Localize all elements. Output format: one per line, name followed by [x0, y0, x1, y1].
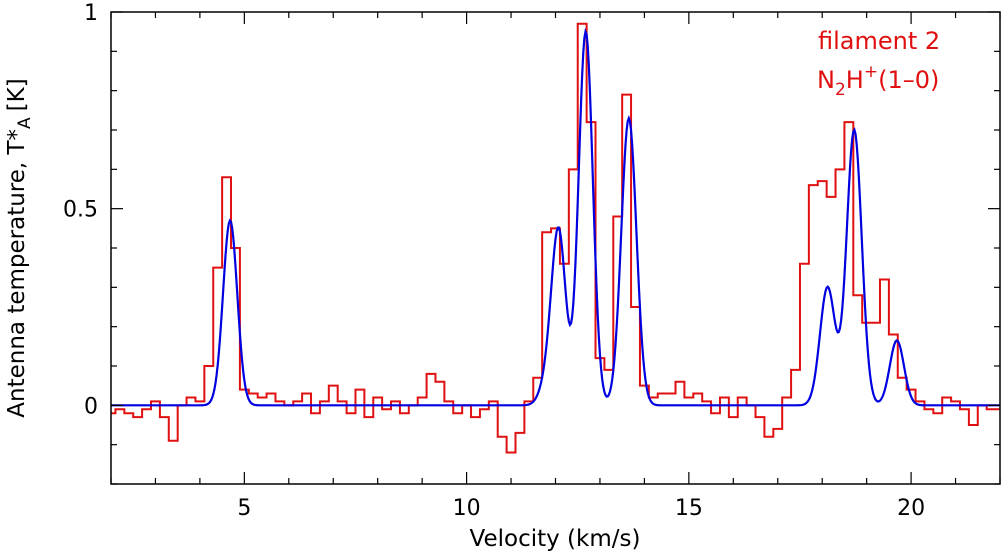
legend-mol-subscript: 2: [835, 80, 846, 100]
legend-title: filament 2: [818, 27, 940, 55]
legend-mol-h: H: [846, 66, 864, 94]
fit-curve-line: [111, 27, 1000, 407]
x-tick-label: 15: [675, 496, 703, 521]
y-axis-label: Antenna temperature, T*A [K]: [4, 78, 35, 417]
legend: filament 2 N2H+(1–0): [817, 27, 940, 100]
legend-mol-superscript: +: [864, 62, 878, 82]
observed-spectrum-line: [111, 22, 1000, 454]
x-tick-label: 20: [897, 496, 925, 521]
y-tick-label: 1: [84, 1, 98, 26]
x-axis-label: Velocity (km/s): [470, 526, 641, 552]
x-tick-label: 10: [453, 496, 481, 521]
y-axis-label-unit: [K]: [4, 78, 30, 111]
y-tick-label: 0.5: [63, 198, 98, 223]
y-axis-label-main: Antenna temperature, T*: [4, 129, 30, 418]
legend-transition: (1–0): [878, 66, 939, 94]
y-tick-label: 0: [84, 394, 98, 419]
plot-area: [111, 22, 1000, 454]
legend-molecule: N2H+(1–0): [817, 62, 939, 100]
x-tick-label: 5: [237, 496, 251, 521]
legend-mol-n: N: [817, 66, 835, 94]
y-axis-label-subscript: A: [15, 117, 35, 129]
